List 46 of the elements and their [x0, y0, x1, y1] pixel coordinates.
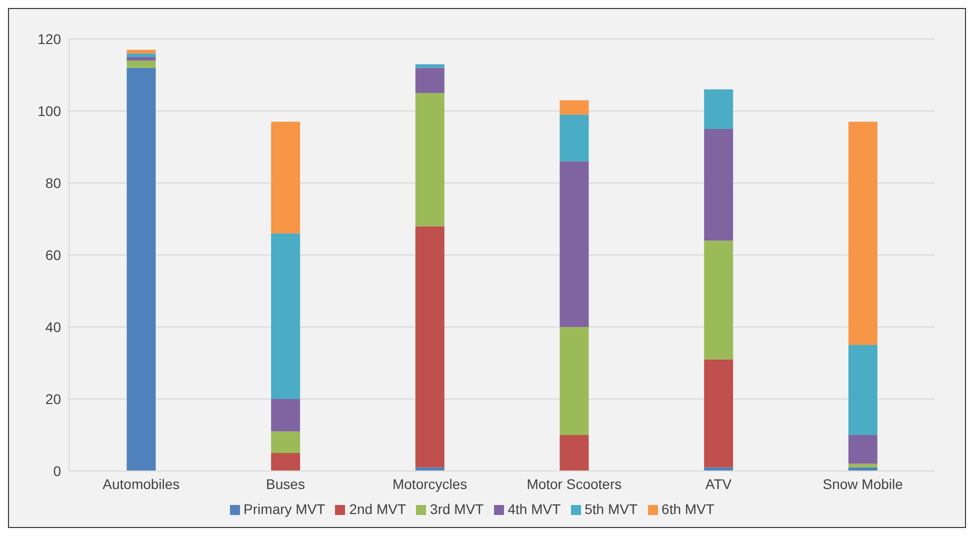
- bar: [126, 68, 156, 471]
- bar: [271, 431, 300, 453]
- bar: [848, 464, 878, 468]
- y-tick-label: 20: [45, 390, 62, 407]
- bar: [271, 399, 300, 432]
- x-tick-label: Automobiles: [102, 476, 180, 492]
- legend-label: 2nd MVT: [349, 501, 406, 517]
- bar: [271, 122, 300, 234]
- bar: [415, 226, 444, 468]
- legend-label: Primary MVT: [244, 501, 326, 517]
- y-tick-label: 60: [45, 246, 62, 263]
- bar: [126, 53, 156, 57]
- bar: [704, 129, 734, 241]
- bar: [704, 89, 734, 129]
- legend-label: 3rd MVT: [430, 501, 484, 517]
- bar: [126, 50, 156, 54]
- x-tick-label: Snow Mobile: [822, 476, 904, 492]
- bar: [704, 240, 734, 360]
- bar: [560, 114, 589, 162]
- x-tick-label: Motorcycles: [392, 476, 468, 492]
- bar: [271, 453, 300, 471]
- bar: [126, 57, 156, 61]
- bar: [560, 161, 589, 327]
- legend-label: 6th MVT: [662, 501, 714, 517]
- bar: [415, 64, 444, 68]
- bar: [560, 327, 589, 435]
- x-tick-label: ATV: [705, 476, 732, 492]
- bar: [126, 60, 156, 68]
- bar: [415, 93, 444, 226]
- bar: [848, 122, 878, 345]
- bar: [848, 435, 878, 464]
- y-tick-label: 120: [38, 30, 62, 47]
- x-tick-label: Motor Scooters: [526, 476, 622, 492]
- bar: [415, 68, 444, 93]
- bar: [271, 233, 300, 399]
- y-tick-label: 100: [38, 102, 62, 119]
- legend-label: 5th MVT: [584, 501, 638, 517]
- legend-label: 4th MVT: [508, 501, 561, 517]
- x-tick-label: Buses: [266, 476, 305, 492]
- bar: [704, 359, 734, 468]
- bar: [848, 345, 878, 435]
- y-tick-label: 40: [45, 318, 62, 335]
- bar: [560, 100, 589, 115]
- y-tick-label: 0: [53, 462, 62, 479]
- y-tick-label: 80: [45, 174, 62, 191]
- bar: [560, 435, 589, 471]
